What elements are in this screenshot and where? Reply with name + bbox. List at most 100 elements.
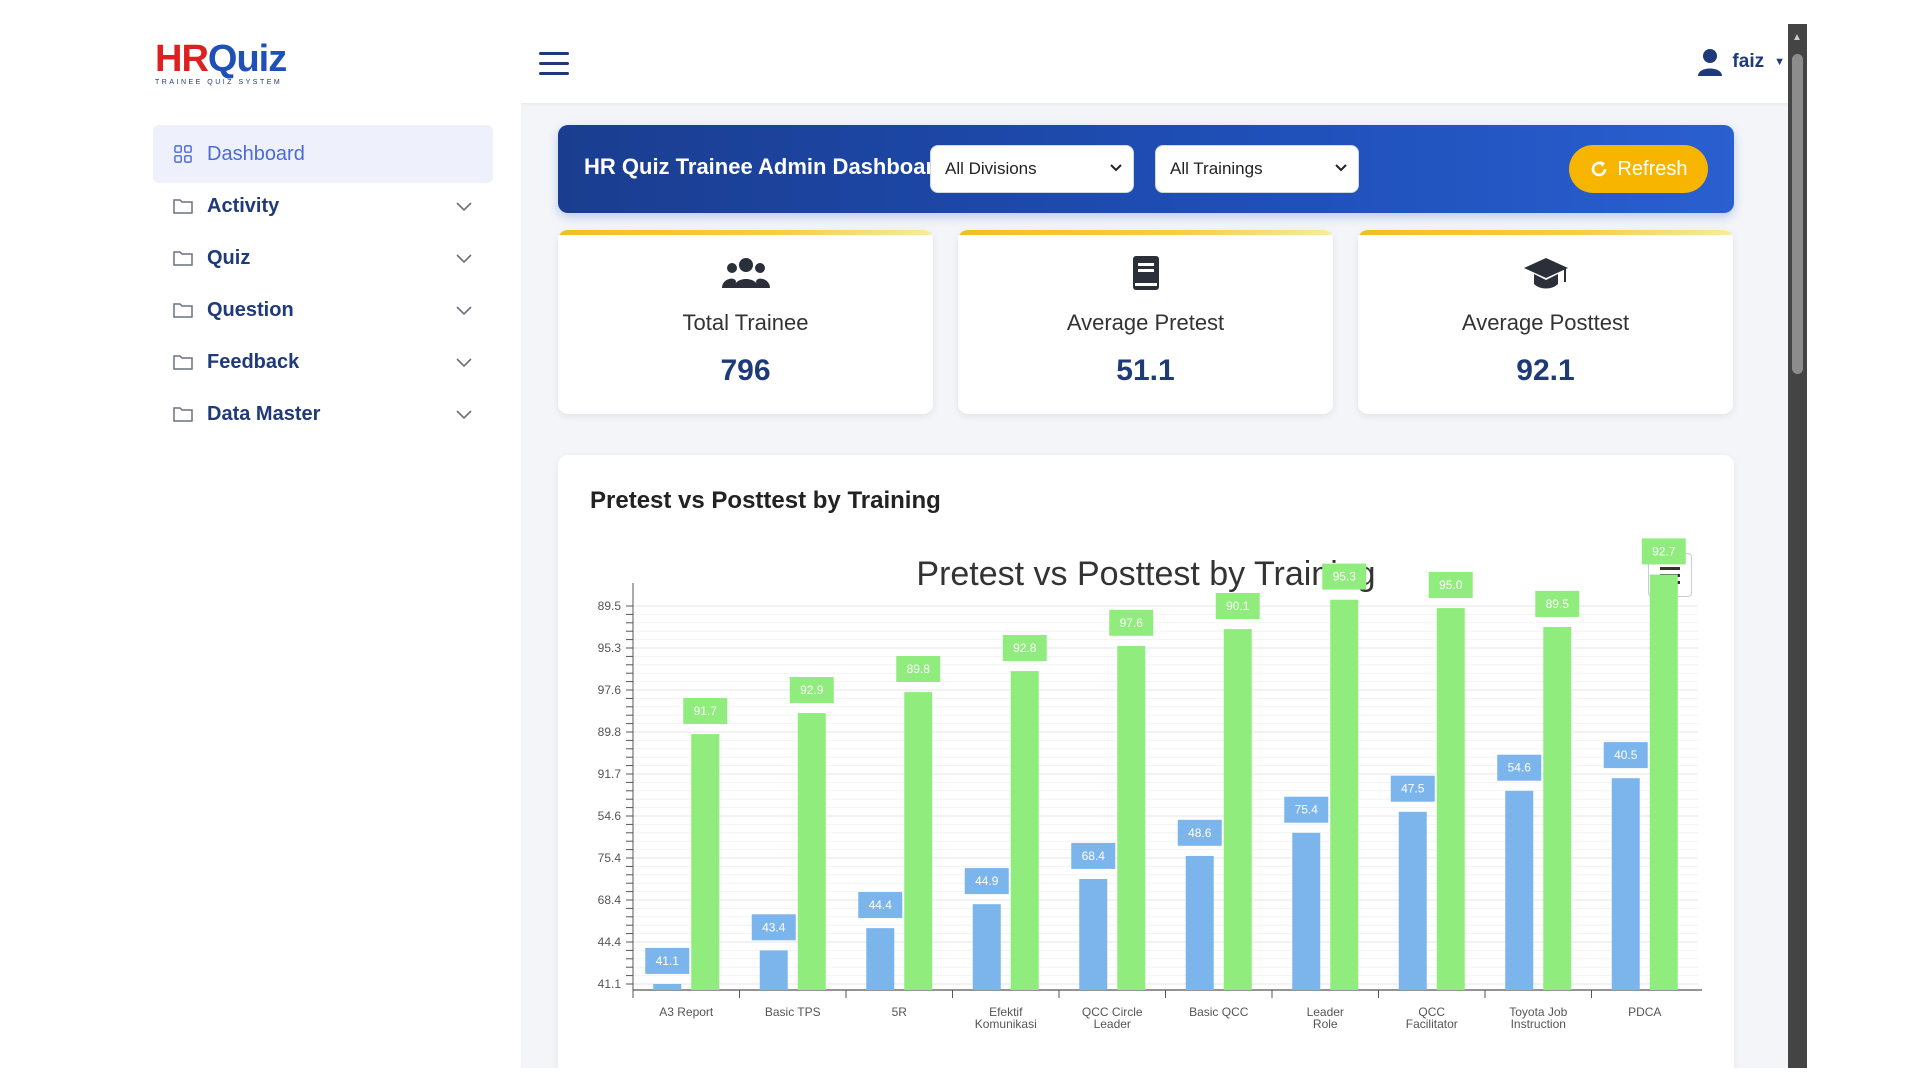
posttest-data-label: 92.8 [1013,641,1037,655]
pretest-label-box [1071,842,1116,869]
logo[interactable]: HRQuiz TRAINEE QUIZ SYSTEM [155,38,287,86]
posttest-data-label: 97.6 [1120,616,1144,630]
posttest-bar [797,713,826,990]
pretest-label-box [645,947,690,974]
x-category-label: PDCA [1628,1005,1661,1019]
pretest-data-label: 44.4 [869,898,893,912]
x-category-label: Toyota Job [1509,1005,1567,1019]
scroll-up-icon[interactable]: ▲ [1792,32,1802,43]
sidebar-item-question[interactable]: Question [153,281,493,339]
sidebar-item-label: Activity [207,194,280,217]
division-select[interactable]: All Divisions [930,145,1134,193]
stat-value: 796 [720,354,771,387]
dashboard-header: HR Quiz Trainee Admin Dashboard All Divi… [558,125,1734,213]
pretest-bar [1505,790,1534,990]
pretest-label-box [1177,819,1222,846]
pretest-data-label: 47.5 [1401,782,1425,796]
bar-chart: 41.1 44.4 68.4 75.4 54.6 91.7 89.8 97.6 95.3 89.5… [598,538,1702,1031]
x-category-label: Instruction [1511,1017,1566,1031]
chart-title: Pretest vs Posttest by Training [916,555,1376,593]
user-menu[interactable]: faiz ▼ [1698,48,1785,76]
posttest-bar [1649,574,1678,990]
x-category-label: Efektif [989,1005,1023,1019]
y-tick-label: 44.4 [598,935,622,949]
posttest-data-label: 95.0 [1439,578,1463,592]
pretest-label-box [964,868,1009,895]
posttest-data-label: 91.7 [694,704,718,718]
y-tick-label: 89.8 [598,725,622,739]
scrollbar-thumb[interactable] [1792,54,1803,374]
posttest-bar [904,692,933,990]
pretest-label-box [1497,754,1542,781]
sidebar-item-label: Dashboard [207,142,305,165]
posttest-label-box [896,656,941,682]
page-title: HR Quiz Trainee Admin Dashboard [584,154,948,179]
posttest-label-box [1535,590,1580,617]
posttest-data-label: 95.3 [1333,570,1357,584]
stat-label: Total Trainee [682,310,809,335]
folder-icon [173,199,193,214]
posttest-bar [1436,608,1465,990]
sidebar-item-label: Question [207,298,294,321]
posttest-label-box [1641,538,1686,565]
sidebar-item-feedback[interactable]: Feedback [153,333,493,391]
posttest-label-box [1322,563,1367,590]
pretest-bar [1292,832,1321,990]
stat-value: 92.1 [1516,354,1575,387]
logo-tagline: TRAINEE QUIZ SYSTEM [155,79,283,86]
posttest-bar [691,734,720,990]
menu-toggle-icon[interactable] [539,52,569,76]
y-tick-label: 89.5 [598,599,622,613]
x-category-label: Leader [1307,1005,1344,1019]
chevron-down-icon[interactable] [455,353,473,371]
chevron-down-icon[interactable] [455,197,473,215]
sidebar-item-label: Feedback [207,350,300,373]
sidebar-item-data-master[interactable]: Data Master [153,385,493,443]
scrollbar[interactable]: ▲ [1788,24,1807,1068]
refresh-button[interactable]: Refresh [1569,145,1708,193]
pretest-data-label: 43.4 [762,920,786,934]
pretest-bar [1079,879,1108,990]
pretest-bar [759,950,788,990]
y-tick-label: 95.3 [598,641,622,655]
posttest-label-box [1215,593,1260,619]
stat-label: Average Posttest [1461,310,1630,335]
refresh-icon [1592,161,1607,177]
stat-card-total-trainee: Total Trainee 796 [558,230,933,414]
logo-wordmark: HRQuiz [155,38,287,80]
chevron-down-icon[interactable] [455,301,473,319]
pretest-bar [1185,855,1214,990]
posttest-data-label: 92.9 [800,683,824,697]
chevron-down-icon [1110,164,1122,172]
posttest-bar [1010,671,1039,990]
sidebar-item-activity[interactable]: Activity [153,177,493,235]
sidebar-item-label: Quiz [207,246,251,269]
sidebar-item-label: Data Master [207,402,321,425]
pretest-label-box [858,892,903,919]
pretest-label-box [1390,775,1435,802]
pretest-data-label: 41.1 [656,954,680,968]
training-select[interactable]: All Trainings [1155,145,1359,193]
pretest-data-label: 44.9 [975,874,999,888]
x-category-label: Facilitator [1406,1017,1458,1031]
posttest-label-box [1109,609,1154,636]
sidebar-item-quiz[interactable]: Quiz [153,229,493,287]
chart-card: Pretest vs Posttest by Training Pretest … [558,455,1734,1068]
y-tick-label: 68.4 [598,893,622,907]
user-icon [1698,49,1723,76]
users-icon [721,258,770,288]
chevron-down-icon[interactable] [455,249,473,267]
posttest-label-box [683,698,728,724]
y-tick-label: 41.1 [598,977,622,991]
stat-value: 51.1 [1116,354,1175,387]
posttest-bar [1330,599,1359,990]
logo-quiz: Quiz [207,38,287,80]
chevron-down-icon[interactable] [455,405,473,423]
posttest-data-label: 89.8 [907,662,931,676]
y-tick-label: 91.7 [598,767,622,781]
pretest-label-box [1284,796,1329,823]
sidebar-item-dashboard[interactable]: Dashboard [153,125,493,183]
stat-card-average-posttest: Average Posttest 92.1 [1358,230,1733,414]
y-tick-label: 54.6 [598,809,622,823]
posttest-bar [1543,627,1572,990]
